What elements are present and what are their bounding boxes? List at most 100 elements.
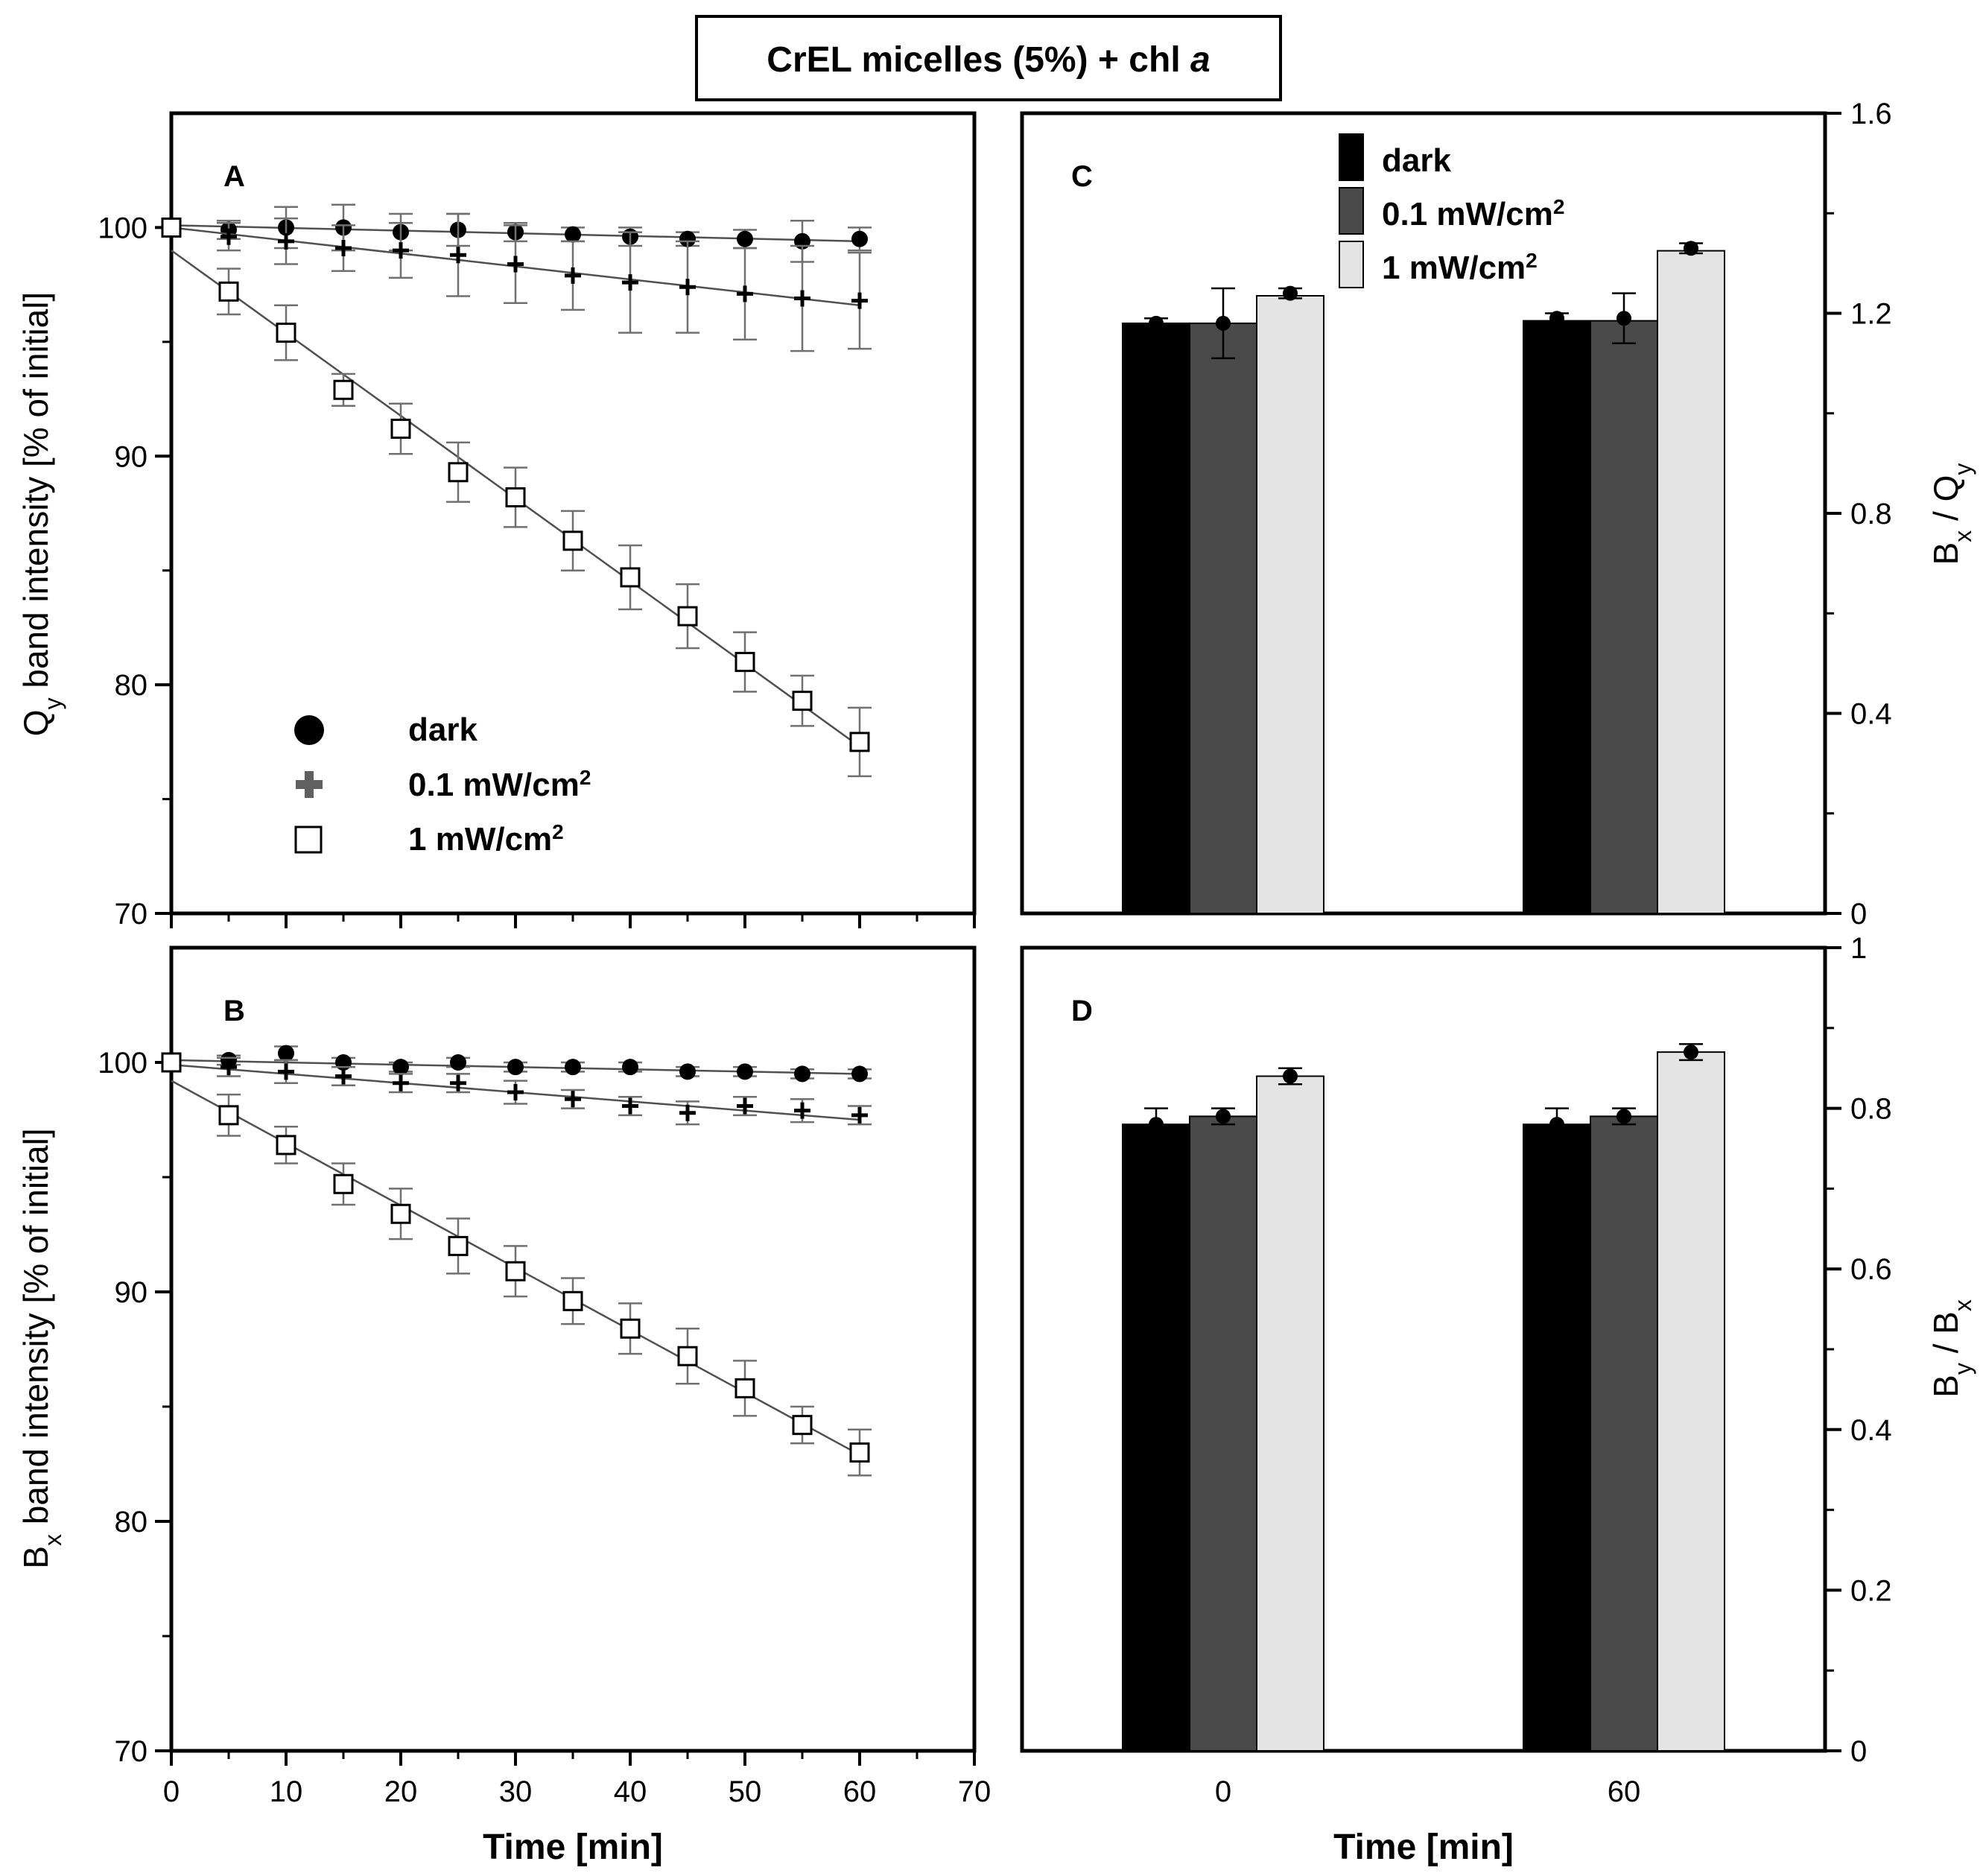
panel-b-xlabel: Time [min] — [483, 1828, 663, 1867]
panel-a-ytick-label: 70 — [115, 898, 148, 931]
panel-d-bar-low — [1590, 1115, 1658, 1752]
panel-b-point-dark — [507, 1059, 524, 1076]
panel-c-bar-low — [1590, 320, 1658, 915]
panel-c-bar-dark — [1523, 320, 1591, 915]
panel-b-point-dark — [851, 1065, 868, 1083]
panel-a-point-high — [161, 217, 182, 238]
panel-b-point-high — [161, 1052, 182, 1073]
panel-c-point-dark — [1549, 311, 1564, 326]
panel-c-point-low — [1616, 311, 1631, 326]
panel-b-point-low — [507, 1084, 524, 1101]
panel-d-plot: 0 0.2 0.4 0.6 0.8 1 0 60 — [1122, 932, 1892, 1808]
panel-a-ytick-label: 100 — [98, 212, 147, 244]
panel-b-point-low — [393, 1074, 409, 1091]
panel-b-xtick-label: 40 — [614, 1775, 647, 1808]
panel-a-point-low — [794, 290, 810, 307]
figure-title-box — [695, 15, 1282, 101]
legend-a-label-low: 0.1 mW/cm2 — [408, 766, 591, 804]
legend-a-label-dark: dark — [408, 712, 477, 748]
panel-b-xtick-label: 0 — [163, 1775, 180, 1808]
panel-a-ylabel: Qy band intensity [% of initial] — [16, 292, 66, 736]
panel-a-point-low — [679, 279, 696, 296]
panel-d-ytick-label: 0.8 — [1850, 1093, 1892, 1126]
figure-title-text: CrEL micelles (5%) + chl a — [767, 40, 1210, 80]
panel-d-ytick-label: 0.6 — [1850, 1253, 1892, 1286]
panel-b-point-dark — [393, 1059, 409, 1076]
panel-b-xtick-label: 10 — [270, 1775, 303, 1808]
panel-c-point-high — [1283, 285, 1298, 301]
panel-c-ytick-label: 0.4 — [1850, 698, 1892, 731]
panel-c-point-high — [1684, 241, 1698, 256]
panel-b-point-high — [276, 1135, 296, 1156]
panel-d-xtick-label: 60 — [1608, 1775, 1641, 1808]
legend-a-label-high: 1 mW/cm2 — [408, 820, 564, 858]
figure-title: CrEL micelles (5%) + chl a — [695, 15, 1282, 101]
panel-d-point-low — [1616, 1109, 1631, 1124]
panel-a-point-high — [276, 323, 296, 343]
panel-b-xtick-label: 20 — [384, 1775, 418, 1808]
panel-b-point-high — [333, 1173, 354, 1194]
panel-a-point-low — [851, 292, 868, 309]
panel-b-point-low — [220, 1059, 237, 1076]
panel-a-legend: dark 0.1 mW/cm2 1 mW/cm2 — [408, 712, 591, 858]
panel-d-ytick-label: 0.4 — [1850, 1414, 1892, 1447]
panel-b-point-low — [679, 1104, 696, 1121]
panel-a-point-low — [335, 240, 352, 257]
panel-d-point-high — [1684, 1045, 1698, 1060]
legend-c-label-dark: dark — [1382, 142, 1451, 179]
panel-a-point-high — [505, 487, 526, 508]
panel-b-ytick-label: 90 — [115, 1276, 148, 1309]
panel-b-point-dark — [794, 1065, 810, 1083]
panel-b-label: B — [223, 995, 245, 1027]
legend-c-swatch-high — [1339, 241, 1364, 288]
legend-a-marker-high — [294, 825, 323, 854]
panel-a-point-dark — [565, 226, 581, 243]
panel-d-bar-dark — [1523, 1124, 1591, 1752]
panel-a-ytick-label: 90 — [115, 440, 148, 473]
panel-c-bar-low — [1189, 322, 1257, 914]
panel-c-ylabel: Bx / Qy — [1926, 463, 1976, 565]
panel-d-label: D — [1071, 995, 1093, 1027]
panel-b-point-high — [562, 1290, 583, 1311]
panel-b-xtick-label: 50 — [729, 1775, 762, 1808]
panel-d-ytick-label: 1 — [1850, 932, 1867, 965]
panel-b-point-high — [505, 1261, 526, 1281]
panel-d-xtick-label: 0 — [1215, 1775, 1231, 1808]
panel-d-bar-high — [1657, 1051, 1725, 1752]
panel-d-point-dark — [1549, 1117, 1564, 1132]
panel-a-point-high — [677, 606, 698, 627]
panel-a-point-high — [792, 691, 813, 712]
panel-a-point-low — [393, 242, 409, 259]
panel-c-ytick-label: 0.8 — [1850, 498, 1892, 530]
panel-b-point-high — [620, 1318, 641, 1339]
panel-b-plot: 70 80 90 100 0 10 20 30 40 50 60 70 — [98, 1045, 991, 1808]
panel-a-plot: 70 80 90 100 — [98, 203, 976, 931]
panel-b-point-low — [335, 1068, 352, 1085]
panel-a-point-dark — [679, 230, 696, 247]
panel-b-point-low — [278, 1063, 294, 1080]
panel-a-point-high — [734, 651, 755, 672]
panel-b-point-dark — [565, 1059, 581, 1076]
panel-b-xtick-label: 70 — [958, 1775, 992, 1808]
panel-d-point-dark — [1149, 1117, 1164, 1132]
panel-b-point-high — [448, 1235, 469, 1256]
panel-a-label: A — [223, 160, 245, 193]
legend-c-label-high: 1 mW/cm2 — [1382, 249, 1538, 287]
panel-c-point-low — [1216, 315, 1231, 331]
panel-a-point-low — [278, 232, 294, 250]
panel-b-point-high — [677, 1346, 698, 1366]
panel-b-point-low — [565, 1091, 581, 1108]
panel-c-bar-high — [1256, 295, 1324, 915]
panel-a-point-low — [220, 228, 237, 245]
panel-c-label: C — [1071, 160, 1093, 193]
panel-b-point-high — [218, 1105, 239, 1126]
legend-a-marker-dark — [294, 715, 324, 745]
panel-d-ylabel: By / Bx — [1926, 1299, 1976, 1398]
legend-c-swatch-low — [1339, 187, 1364, 235]
legend-markers — [294, 133, 1364, 854]
panel-a-point-low — [622, 274, 638, 291]
panel-b-point-high — [390, 1203, 411, 1224]
panel-c-bar-high — [1657, 250, 1725, 914]
panel-b-ytick-label: 70 — [115, 1735, 148, 1768]
